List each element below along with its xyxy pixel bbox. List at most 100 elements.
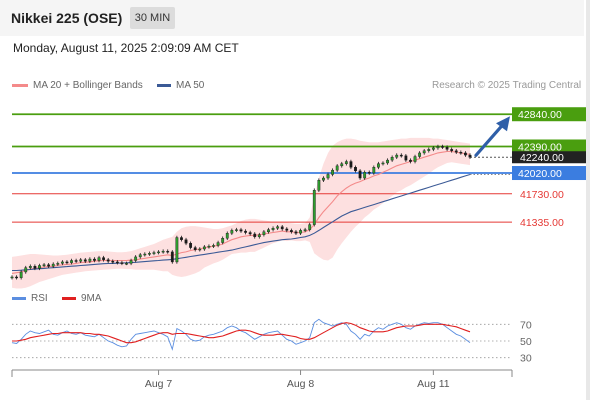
candle-body [372,167,376,174]
candle-body [102,257,106,260]
ma50-line [12,173,471,272]
chart-datetime: Monday, August 11, 2025 2:09:09 AM CET [13,41,239,55]
candle-body [189,243,193,248]
candle-body [175,237,179,263]
credit-text: Research © 2025 Trading Central [432,80,582,91]
candle-body [244,230,247,233]
ma9-swatch [62,296,76,300]
candle-body [464,152,467,156]
bollinger-band-layer [12,137,470,289]
candle-body [157,251,160,254]
x-axis: Aug 7 Aug 8 Aug 11 [11,369,513,390]
candle-body [111,261,115,263]
candle-body [377,163,380,168]
candle-body [230,230,234,234]
rsi-panel: 70 50 30 [11,318,532,365]
candle-body [253,233,257,238]
candle-body [161,250,165,253]
candle-body [335,165,339,171]
candle-body [445,147,449,150]
candle-body [303,229,307,231]
legend-9ma: 9MA [62,293,102,304]
candle-body [454,150,458,153]
candle-body [262,231,266,235]
candle-body [33,266,37,269]
forecast-arrow-layer [474,116,510,157]
rsi-legend-label: RSI [31,293,48,304]
candle-body [51,263,55,267]
candle-body [257,234,261,238]
level-lines-layer [12,113,512,223]
rsi-ma-line [12,322,471,344]
ma20-legend-label: MA 20 + Bollinger Bands [33,80,143,91]
candle-body [10,276,14,279]
candle-body [19,271,23,278]
candle-body [202,246,206,250]
x-tick-label: Aug 11 [417,378,450,390]
candle-body [24,267,28,273]
candle-body [138,254,142,258]
candle-body [134,256,138,261]
candle-body [56,263,60,265]
forecast-arrow-shaft [474,120,507,157]
candle-body [299,230,302,234]
bollinger-band [12,137,470,289]
candle-body [340,163,344,167]
candle-body [28,266,32,268]
candle-body [381,162,385,165]
instrument-title: Nikkei 225 (OSE) [11,10,123,26]
candle-body [129,260,133,264]
candle-body [354,167,357,172]
current-price-tag [512,151,586,164]
candle-body [427,149,431,151]
candle-body [395,154,399,158]
candle-body [88,258,92,262]
candle-body [74,260,78,262]
candle-body [436,146,440,149]
candle-body [399,154,403,157]
candle-body [280,226,284,230]
x-tick-label: Aug 7 [145,378,173,390]
current-price-label: 42240.00 [520,152,564,164]
header-bar: Nikkei 225 (OSE) 30 MIN [0,0,584,36]
candle-body [390,157,394,161]
right-border [586,0,590,400]
candle-body [363,172,367,179]
candle-body [125,263,128,265]
candle-body [97,257,101,261]
candle-body [83,259,87,262]
candle-body [239,229,243,232]
candle-body [289,230,293,233]
candle-body [207,245,211,248]
candle-body [115,261,119,264]
candle-body [468,154,472,158]
forecast-arrow-head [496,116,510,132]
level-label-41335: 41335.00 [520,217,564,229]
legend-rsi: RSI [12,293,48,304]
timeframe-button[interactable]: 30 MIN [130,7,175,29]
ma50-swatch [157,83,171,87]
candle-body [248,232,252,235]
candle-body [60,261,64,264]
ma20-swatch [12,83,28,87]
candle-body [152,252,156,254]
rsi-line [11,318,471,351]
candle-body [15,276,18,279]
candle-body [367,172,371,174]
rsi-level-label-30: 30 [520,353,532,365]
candle-body [184,239,188,244]
candle-body [65,261,69,264]
candle-body [170,251,174,263]
ma20-line [11,150,471,274]
ma9-legend-label: 9MA [81,293,102,304]
candle-body [404,155,408,161]
level-label-41730: 41730.00 [520,189,564,201]
candle-body [267,229,270,233]
candle-body [312,190,316,225]
candle-body [216,242,220,246]
candle-body [422,150,426,154]
candle-body [413,156,417,162]
level-tag-42020 [512,166,586,181]
